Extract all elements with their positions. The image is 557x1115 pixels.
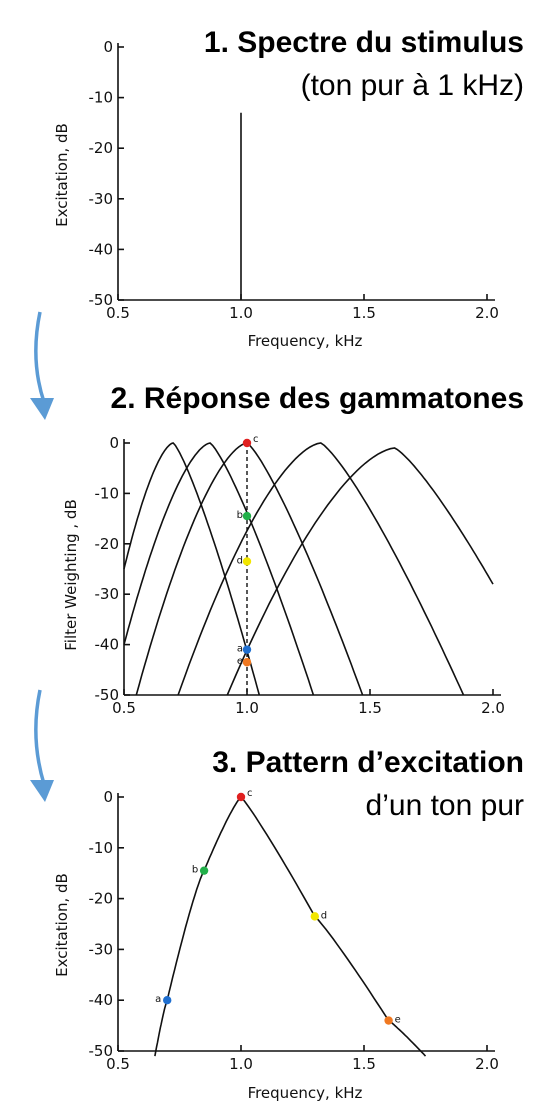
chart1-xtick-label: 1.5 [352,304,376,322]
flow-arrow-2 [36,690,44,784]
chart3-point-label-d: d [321,910,327,921]
chart2-point-c [243,439,251,447]
chart1-xlabel: Frequency, kHz [248,332,363,350]
chart1-xtick-label: 0.5 [106,304,130,322]
chart3-point-b [200,866,208,874]
chart3-xtick-label: 2.0 [475,1055,499,1073]
chart1-ytick-label: -10 [89,89,114,107]
chart2-point-label-b: b [237,510,243,521]
chart2-filter-curve [227,448,493,695]
chart3-ylabel: Excitation, dB [53,873,71,977]
chart2-ytick-label: -20 [95,535,120,553]
chart2-xtick-label: 1.0 [235,699,259,717]
flow-arrow-2-head [30,780,54,802]
chart2-point-label-d: d [237,555,243,566]
chart1-ytick-label: -40 [89,240,114,258]
chart3-ytick-label: -20 [89,890,114,908]
chart3-title: 3. Pattern d’excitation [212,746,524,779]
chart3-point-label-a: a [155,994,161,1005]
chart3-excitation-curve [155,797,426,1056]
chart3-subtitle: d’un ton pur [366,789,524,822]
chart2-xtick-label: 2.0 [481,699,505,717]
chart2-title: 2. Réponse des gammatones [111,382,524,415]
chart3-point-label-b: b [192,865,198,876]
chart2-point-e [243,658,251,666]
chart1-title: 1. Spectre du stimulus [204,26,524,59]
chart2-ytick-label: -40 [95,636,120,654]
chart3-xtick-label: 0.5 [106,1055,130,1073]
chart1-ytick-label: -20 [89,139,114,157]
chart2-filter-curve [124,443,313,695]
flow-arrow-1 [36,312,44,402]
chart3-xtick-label: 1.0 [229,1055,253,1073]
chart2-point-label-c: c [253,434,259,445]
chart1-xtick-label: 1.0 [229,304,253,322]
chart1-subtitle: (ton pur à 1 kHz) [301,69,524,102]
chart1-ytick-label: 0 [103,38,113,56]
chart3-point-d [311,912,319,920]
chart3-ytick-label: -10 [89,839,114,857]
chart3-point-a [163,996,171,1004]
chart2-point-label-a: a [237,644,243,655]
chart2-ylabel: Filter Weighting , dB [62,499,80,651]
chart3-point-label-c: c [247,788,253,799]
chart3-point-e [384,1016,392,1024]
flow-arrow-1-head [30,398,54,420]
chart2-filter-curve [178,443,463,695]
chart3-point-label-e: e [395,1015,401,1026]
chart2-ytick-label: -30 [95,585,120,603]
chart2-point-a [243,645,251,653]
chart1-ytick-label: -30 [89,190,114,208]
chart1-ylabel: Excitation, dB [53,123,71,227]
chart2-point-b [243,512,251,520]
chart3-xtick-label: 1.5 [352,1055,376,1073]
chart1-xtick-label: 2.0 [475,304,499,322]
chart2-ytick-label: 0 [109,434,119,452]
chart3-xlabel: Frequency, kHz [248,1084,363,1102]
chart3-ytick-label: 0 [103,788,113,806]
chart2-ytick-label: -10 [95,484,120,502]
chart3-point-c [237,793,245,801]
chart2-xtick-label: 1.5 [358,699,382,717]
chart2-point-label-e: e [237,656,243,667]
chart2-xtick-label: 0.5 [112,699,136,717]
chart3-ytick-label: -30 [89,940,114,958]
chart2-point-d [243,557,251,565]
chart3-ytick-label: -40 [89,991,114,1009]
